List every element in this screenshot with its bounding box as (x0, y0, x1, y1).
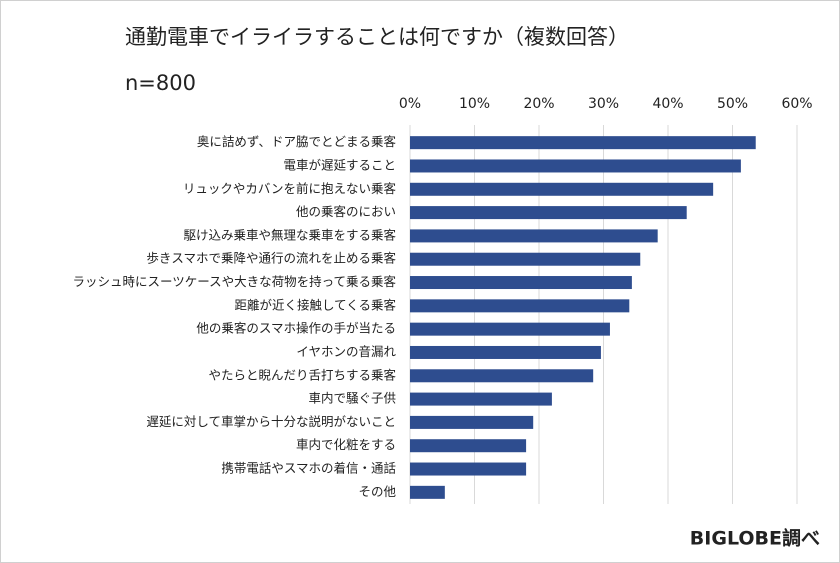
x-tick-label: 50% (717, 96, 748, 112)
bar (410, 345, 601, 359)
y-tick-label: 駆け込み乗車や無理な乗車をする乗客 (183, 227, 396, 242)
x-tick-label: 0% (399, 96, 421, 112)
bar (410, 485, 445, 499)
bar (410, 252, 641, 266)
y-tick-label: 携帯電話やスマホの着信・通話 (221, 461, 396, 476)
x-tick-label: 30% (588, 96, 619, 112)
bar (410, 182, 714, 196)
y-tick-label: 歩きスマホで乗降や通行の流れを止める乗客 (146, 251, 396, 266)
y-tick-label: ラッシュ時にスーツケースや大きな荷物を持って乗る乗客 (72, 274, 396, 289)
y-tick-label: 車内で騒ぐ子供 (308, 391, 396, 406)
y-tick-label: リュックやカバンを前に抱えない乗客 (183, 181, 397, 196)
bar (410, 206, 687, 220)
source-note: BIGLOBE調べ (690, 527, 820, 550)
bar (410, 299, 630, 313)
y-tick-label: イヤホンの音漏れ (296, 344, 396, 359)
bar (410, 229, 658, 243)
y-tick-label: 遅延に対して車掌から十分な説明がないこと (146, 414, 396, 429)
bar (410, 136, 756, 150)
y-tick-label: 車内で化粧をする (296, 437, 396, 452)
y-tick-label: その他 (358, 484, 396, 499)
x-tick-label: 10% (459, 96, 490, 112)
bar (410, 159, 741, 173)
y-tick-label: 奥に詰めず、ドア脇でとどまる乗客 (197, 134, 397, 149)
bar (410, 322, 610, 336)
chart-title: 通勤電車でイライラすることは何ですか（複数回答） (125, 25, 629, 49)
bar (410, 439, 527, 453)
bar (410, 392, 552, 406)
bar (410, 415, 534, 429)
chart-subtitle: n=800 (125, 71, 196, 95)
x-tick-label: 40% (652, 96, 683, 112)
y-tick-label: 電車が遅延すること (283, 157, 396, 172)
bar (410, 276, 632, 290)
y-tick-label: 他の乗客のにおい (296, 204, 396, 219)
x-tick-label: 60% (781, 96, 812, 112)
y-tick-label: 他の乗客のスマホ操作の手が当たる (196, 321, 396, 336)
y-tick-label: 距離が近く接触してくる乗客 (234, 297, 396, 312)
y-tick-label: やたらと睨んだり舌打ちする乗客 (208, 367, 396, 382)
bar (410, 462, 527, 476)
x-tick-label: 20% (523, 96, 554, 112)
bar (410, 369, 594, 383)
